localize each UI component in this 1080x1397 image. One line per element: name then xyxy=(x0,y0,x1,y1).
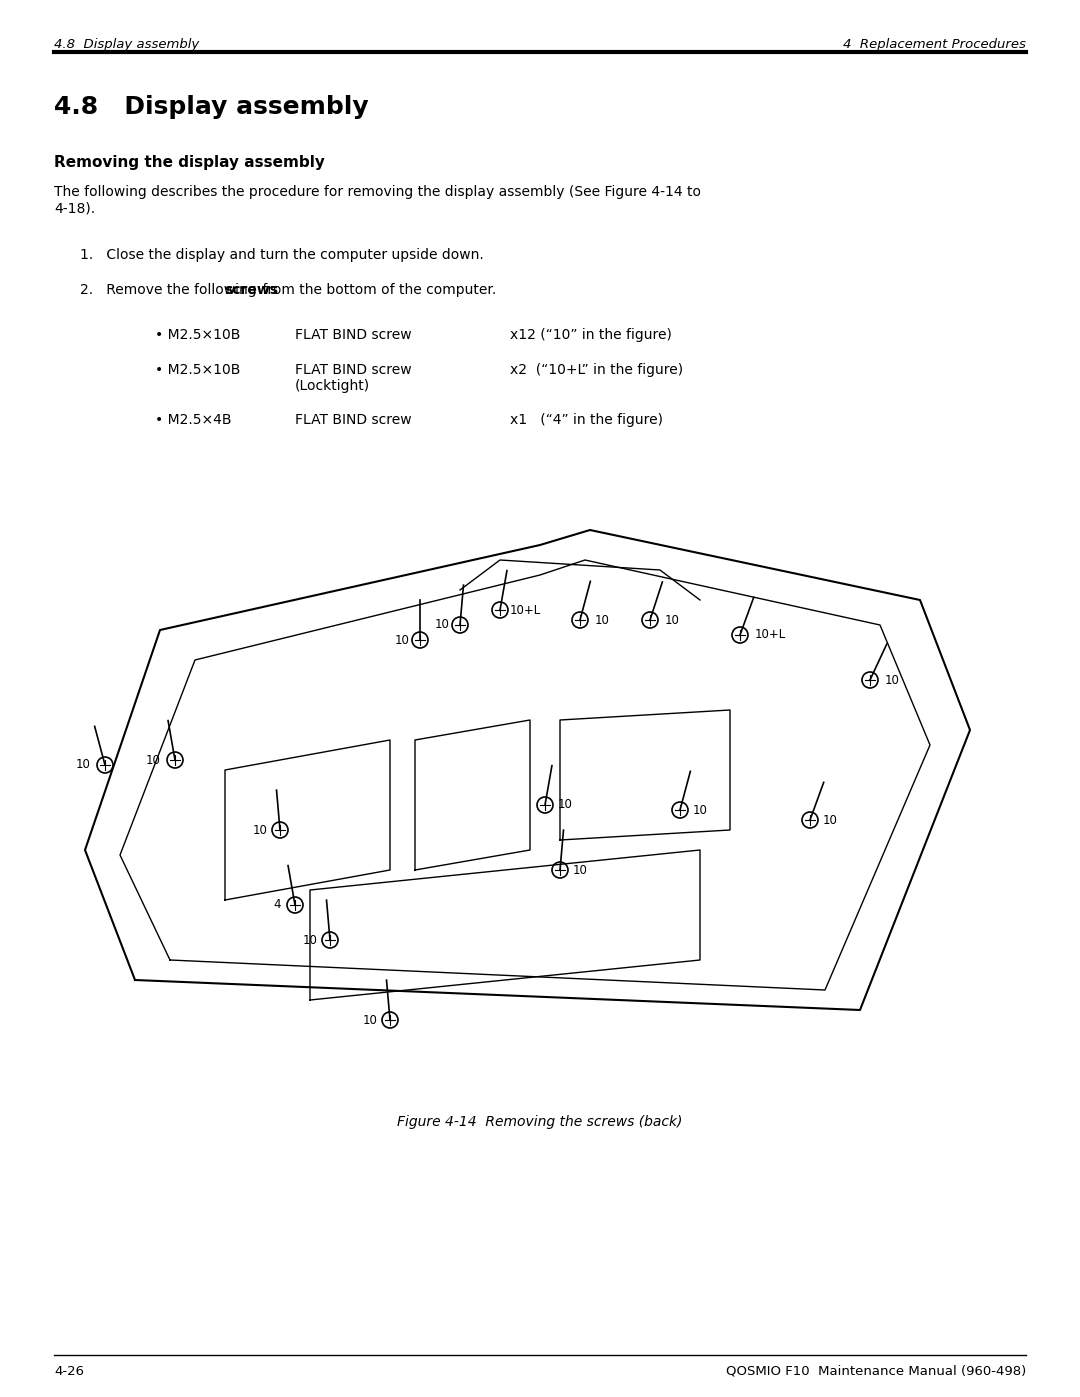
Text: x1   (“4” in the figure): x1 (“4” in the figure) xyxy=(510,414,663,427)
Text: 10: 10 xyxy=(557,799,572,812)
Text: • M2.5×4B: • M2.5×4B xyxy=(156,414,231,427)
Text: 10: 10 xyxy=(253,823,268,837)
Text: 4  Replacement Procedures: 4 Replacement Procedures xyxy=(843,38,1026,52)
Text: 1.   Close the display and turn the computer upside down.: 1. Close the display and turn the comput… xyxy=(80,249,484,263)
Text: 4.8   Display assembly: 4.8 Display assembly xyxy=(54,95,368,119)
Text: 10: 10 xyxy=(146,753,161,767)
Text: FLAT BIND screw: FLAT BIND screw xyxy=(295,328,411,342)
Text: x2  (“10+L” in the figure): x2 (“10+L” in the figure) xyxy=(510,363,684,377)
Text: The following describes the procedure for removing the display assembly (See Fig: The following describes the procedure fo… xyxy=(54,184,701,215)
Text: FLAT BIND screw: FLAT BIND screw xyxy=(295,414,411,427)
Text: QOSMIO F10  Maintenance Manual (960-498): QOSMIO F10 Maintenance Manual (960-498) xyxy=(726,1365,1026,1377)
Text: 10+L: 10+L xyxy=(754,629,785,641)
Text: 2.   Remove the following: 2. Remove the following xyxy=(80,284,261,298)
Text: • M2.5×10B: • M2.5×10B xyxy=(156,363,241,377)
Text: x12 (“10” in the figure): x12 (“10” in the figure) xyxy=(510,328,672,342)
Text: 10: 10 xyxy=(692,803,707,816)
Text: 4-26: 4-26 xyxy=(54,1365,84,1377)
Text: 10: 10 xyxy=(363,1013,377,1027)
Text: 4: 4 xyxy=(273,898,281,911)
Text: 10: 10 xyxy=(664,613,679,626)
Text: 10: 10 xyxy=(572,863,588,876)
Text: 10: 10 xyxy=(595,613,609,626)
Text: 10+L: 10+L xyxy=(510,604,541,616)
Text: screws: screws xyxy=(225,284,279,298)
Text: 10: 10 xyxy=(76,759,91,771)
Text: 10: 10 xyxy=(434,619,449,631)
Text: Removing the display assembly: Removing the display assembly xyxy=(54,155,325,170)
Text: 10: 10 xyxy=(394,633,409,647)
Text: FLAT BIND screw
(Locktight): FLAT BIND screw (Locktight) xyxy=(295,363,411,393)
Text: • M2.5×10B: • M2.5×10B xyxy=(156,328,241,342)
Text: 10: 10 xyxy=(823,813,837,827)
Text: 10: 10 xyxy=(885,673,900,686)
Text: Figure 4-14  Removing the screws (back): Figure 4-14 Removing the screws (back) xyxy=(397,1115,683,1129)
Text: from the bottom of the computer.: from the bottom of the computer. xyxy=(258,284,496,298)
Text: 4.8  Display assembly: 4.8 Display assembly xyxy=(54,38,199,52)
Text: 10: 10 xyxy=(302,933,318,947)
